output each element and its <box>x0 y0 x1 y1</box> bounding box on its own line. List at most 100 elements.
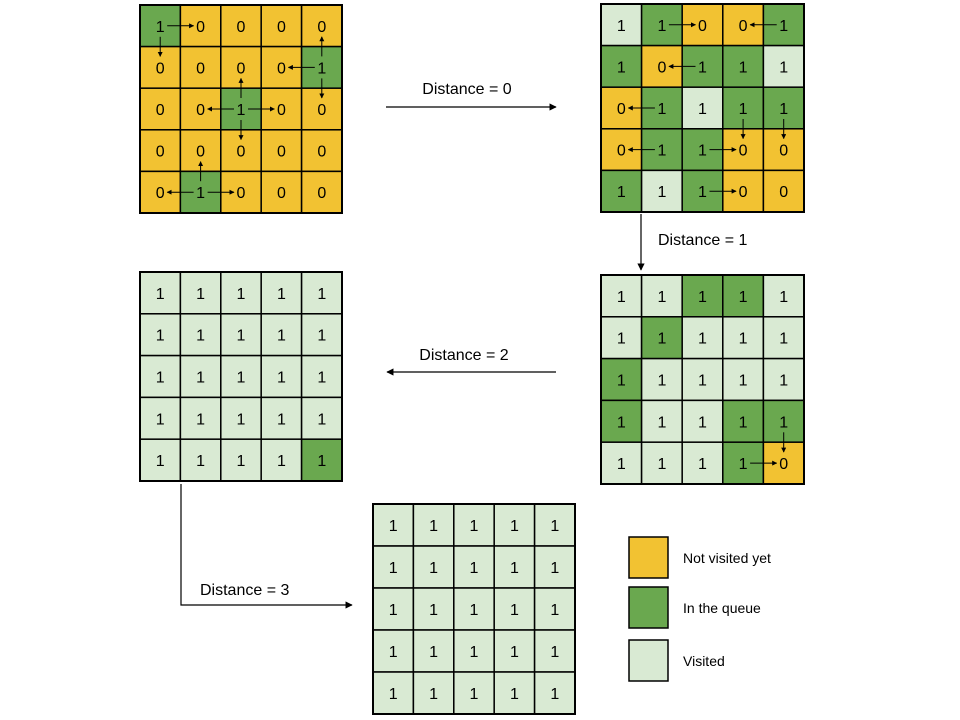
grid-cell-value: 0 <box>739 184 748 201</box>
grid-cell-value: 1 <box>317 453 326 470</box>
grid-cell <box>372 503 415 547</box>
grid-cell-value: 0 <box>237 144 246 161</box>
grid-cell-value: 1 <box>277 453 286 470</box>
grid-cell-value: 1 <box>196 411 205 428</box>
grid-cell <box>220 313 262 357</box>
grid-cell-value: 0 <box>196 102 205 119</box>
grid-cell-value: 1 <box>317 411 326 428</box>
grid-cell-value: 1 <box>550 560 559 577</box>
grid-cell-value: 1 <box>389 518 398 535</box>
grid-cell-value: 1 <box>277 370 286 387</box>
grid-cell-value: 1 <box>510 602 519 619</box>
grid-cell-value: 1 <box>550 644 559 661</box>
grid-cell-value: 1 <box>617 18 626 35</box>
grid-cell <box>600 399 643 443</box>
grid-cell-value: 1 <box>550 686 559 703</box>
grid-cell <box>179 396 222 440</box>
grid-cell-value: 1 <box>779 101 788 118</box>
grid-cell <box>493 629 536 673</box>
grid-cell-value: 0 <box>277 19 286 36</box>
grid-cell-value: 1 <box>550 602 559 619</box>
grid-cell-value: 0 <box>156 102 165 119</box>
grid-cell-value: 1 <box>237 328 246 345</box>
grid-cell-value: 0 <box>317 102 326 119</box>
grid-cell-value: 1 <box>156 286 165 303</box>
grid-cell-value: 1 <box>470 518 479 535</box>
grid-cell-value: 1 <box>196 328 205 345</box>
grid-cell-value: 0 <box>156 144 165 161</box>
grid-cell <box>412 629 455 673</box>
grid-cell-value: 0 <box>617 101 626 118</box>
grid-cell-value: 1 <box>698 289 707 306</box>
grid-cell-value: 1 <box>429 686 438 703</box>
grid-cell-value: 1 <box>617 289 626 306</box>
grid-cell-value: 1 <box>156 453 165 470</box>
grid-cell <box>412 671 455 715</box>
grid-cell-value: 1 <box>657 373 666 390</box>
grid-cell-value: 1 <box>156 411 165 428</box>
legend-label-in-queue: In the queue <box>683 600 761 616</box>
grid-cell-value: 1 <box>317 60 326 77</box>
legend-swatch-not-visited <box>628 536 669 579</box>
grid-cell-value: 0 <box>698 18 707 35</box>
grid-cell-value: 1 <box>389 560 398 577</box>
grid-cell-value: 1 <box>739 289 748 306</box>
grid-cell-value: 1 <box>510 560 519 577</box>
grid-cell-value: 1 <box>617 59 626 76</box>
transition-distance-2: Distance = 2 <box>386 347 556 376</box>
grid-cell-value: 1 <box>317 286 326 303</box>
grid-cell-value: 1 <box>657 414 666 431</box>
grid-cell-value: 1 <box>317 328 326 345</box>
grid-cell-value: 1 <box>739 414 748 431</box>
grid-cell-value: 0 <box>657 59 666 76</box>
grid-cell-value: 1 <box>470 686 479 703</box>
grid-cell <box>260 396 303 440</box>
grid-cell-value: 1 <box>739 59 748 76</box>
grid-cell-value: 1 <box>389 686 398 703</box>
grid-cell-value: 1 <box>470 560 479 577</box>
grid-cell-value: 0 <box>196 19 205 36</box>
grid-cell-value: 1 <box>196 453 205 470</box>
grid-cell-value: 0 <box>277 60 286 77</box>
grid-cell-value: 0 <box>617 143 626 160</box>
transition-arrow-3 <box>180 484 353 609</box>
grid-cell-value: 0 <box>277 185 286 202</box>
grid-cell-value: 0 <box>739 143 748 160</box>
grid-border <box>139 4 343 214</box>
grid-cell-value: 0 <box>196 144 205 161</box>
grid-cell <box>722 357 765 402</box>
grid-cell-value: 1 <box>277 411 286 428</box>
grid-cell <box>300 438 343 482</box>
grid-cell-value: 1 <box>698 331 707 348</box>
grid-cell-value: 1 <box>196 286 205 303</box>
grid-cell-value: 1 <box>698 456 707 473</box>
grid-cell-value: 1 <box>196 370 205 387</box>
grid-cell-value: 1 <box>550 518 559 535</box>
grid-cell <box>681 441 724 485</box>
grid-cell-value: 1 <box>237 453 246 470</box>
grid-cell-value: 1 <box>617 373 626 390</box>
grid-cell <box>762 44 805 88</box>
grid-cell-value: 1 <box>156 328 165 345</box>
grid-cell-value: 1 <box>237 102 246 119</box>
grid-cell-value: 1 <box>698 101 707 118</box>
transition-label-0: Distance = 0 <box>422 81 511 98</box>
grid-cell-value: 1 <box>739 373 748 390</box>
grid-cell-value: 0 <box>277 102 286 119</box>
transition-distance-1: Distance = 1 <box>637 214 747 271</box>
grid-cell-value: 1 <box>470 644 479 661</box>
grid-cell-value: 1 <box>237 286 246 303</box>
grid-cell <box>681 316 724 360</box>
grid-cell-value: 1 <box>739 456 748 473</box>
grid-border <box>600 274 805 485</box>
grid-cell-value: 1 <box>698 143 707 160</box>
grid-cell-value: 0 <box>317 19 326 36</box>
grid-cell-value: 1 <box>657 456 666 473</box>
grid-cell <box>722 274 765 318</box>
grid-cell-value: 0 <box>156 60 165 77</box>
grid-cell-value: 0 <box>779 184 788 201</box>
grid-cell-value: 0 <box>317 144 326 161</box>
grid-cell <box>260 354 303 399</box>
grid-border <box>372 503 576 715</box>
grid-cell <box>493 587 536 631</box>
